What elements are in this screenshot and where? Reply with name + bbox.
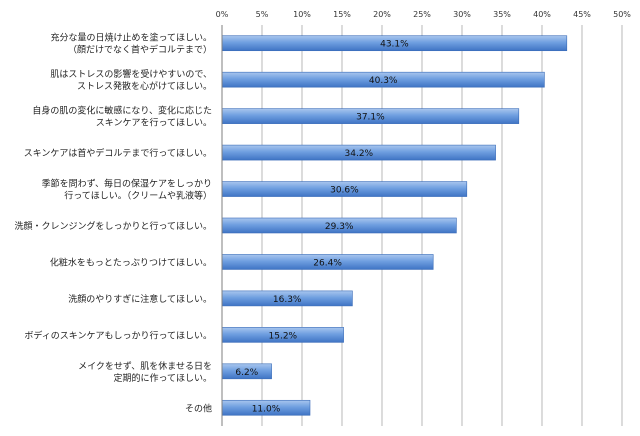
category-label: 肌はストレスの影響を受けやすいので、 <box>50 68 212 80</box>
category-label: 化粧水をもっとたっぷりつけてほしい。 <box>50 256 212 268</box>
category-label: スキンケアは首やデコルテまで行ってほしい。 <box>24 147 212 159</box>
x-tick-label: 40% <box>533 10 551 19</box>
data-label: 16.3% <box>273 295 302 305</box>
data-label: 26.4% <box>313 258 342 268</box>
x-tick-label: 35% <box>493 10 511 19</box>
category-labels: 充分な量の日焼け止めを塗ってほしい。（顔だけでなく首やデコルテまで） 肌はストレス… <box>14 32 212 415</box>
category-label: ストレス発散を心がけてほしい。 <box>77 80 212 92</box>
data-label: 37.1% <box>356 113 385 123</box>
x-tick-label: 50% <box>613 10 631 19</box>
category-label: 自身の肌の変化に敏感になり、変化に応じた <box>32 105 212 117</box>
category-label: 行ってほしい。（クリームや乳液等） <box>64 190 212 202</box>
category-label: 定期的に作ってほしい。 <box>113 372 212 384</box>
x-axis-ticks: 0% 5% 10% 15% 20% 25% 30% 35% 40% 45% 50% <box>216 10 632 19</box>
category-label: （顔だけでなく首やデコルテまで） <box>68 44 212 56</box>
x-tick-label: 10% <box>293 10 311 19</box>
x-tick-label: 0% <box>216 10 229 19</box>
x-tick-label: 45% <box>573 10 591 19</box>
category-label: 季節を問わず、毎日の保湿ケアをしっかり <box>42 178 212 190</box>
category-label: その他 <box>185 402 212 414</box>
x-tick-label: 30% <box>453 10 471 19</box>
data-label: 6.2% <box>235 368 258 378</box>
bars: 43.1% 40.3% 37.1% 34.2% 30.6% 29.3% 26.4% 16.3%… <box>221 35 568 416</box>
category-label: 洗顔・クレンジングをしっかりと行ってほしい。 <box>14 220 212 232</box>
data-label: 15.2% <box>269 331 298 341</box>
data-label: 30.6% <box>330 186 359 196</box>
category-label: メイクをせず、肌を休ませる日を <box>78 360 212 372</box>
x-tick-label: 15% <box>333 10 351 19</box>
data-label: 11.0% <box>252 404 281 414</box>
data-label: 29.3% <box>325 222 354 232</box>
category-label: 洗顔のやりすぎに注意してほしい。 <box>68 293 212 305</box>
data-label: 40.3% <box>369 76 398 86</box>
category-label: スキンケアを行ってほしい。 <box>96 117 212 129</box>
x-tick-label: 20% <box>373 10 391 19</box>
x-tick-label: 5% <box>256 10 269 19</box>
x-tick-label: 25% <box>413 10 431 19</box>
category-label: 充分な量の日焼け止めを塗ってほしい。 <box>50 32 212 44</box>
category-label: ボディのスキンケアもしっかり行ってほしい。 <box>24 329 212 341</box>
data-label: 43.1% <box>380 40 409 50</box>
data-label: 34.2% <box>345 149 374 159</box>
